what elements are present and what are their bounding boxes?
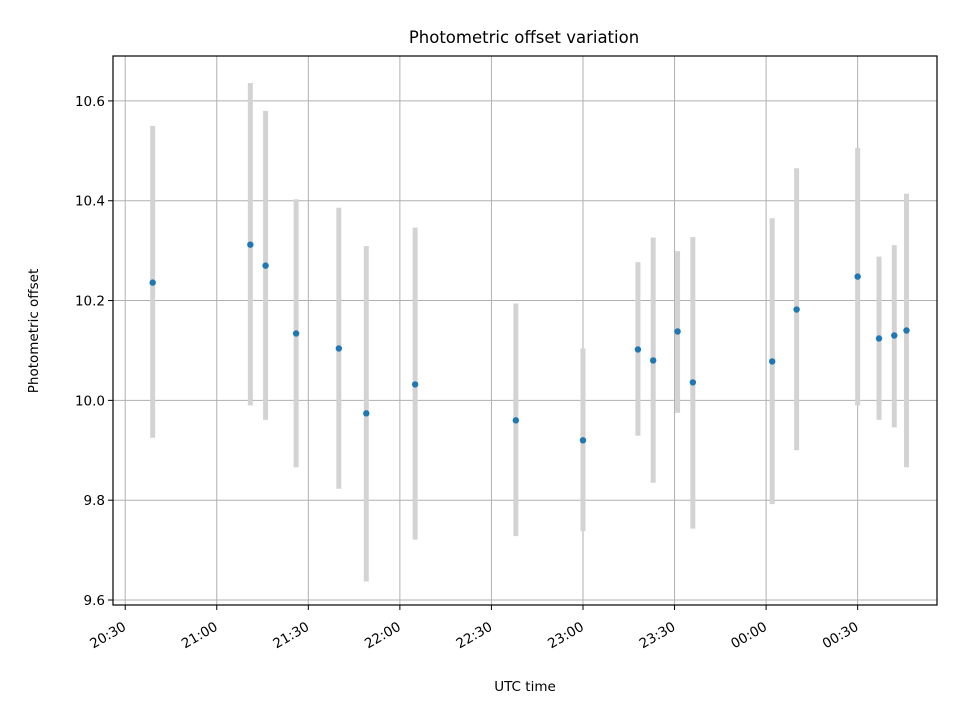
data-point xyxy=(579,437,587,444)
data-point xyxy=(262,262,269,269)
y-tick-label: 9.6 xyxy=(84,593,105,609)
y-tick-label: 10.6 xyxy=(75,94,105,110)
data-point xyxy=(335,345,343,352)
x-axis-label: UTC time xyxy=(494,679,556,695)
y-tick-label: 10.2 xyxy=(75,294,105,310)
data-point xyxy=(512,417,520,424)
data-point xyxy=(674,328,681,335)
data-point xyxy=(769,358,776,365)
data-point xyxy=(903,327,910,334)
plot-frame xyxy=(112,55,938,606)
y-axis-label: Photometric offset xyxy=(26,269,42,393)
chart-title: Photometric offset variation xyxy=(409,28,639,47)
data-point xyxy=(363,410,370,417)
data-point xyxy=(891,332,898,339)
data-point xyxy=(875,335,883,342)
data-point xyxy=(411,381,419,388)
y-tick-label: 10.4 xyxy=(75,194,105,210)
data-point xyxy=(793,306,800,313)
data-point xyxy=(149,279,156,286)
y-tick-label: 9.8 xyxy=(84,493,105,509)
data-point xyxy=(292,330,300,337)
data-point xyxy=(854,273,861,280)
y-axis-ticks: 9.6 9.8 10.0 10.2 10.4 10.6 xyxy=(75,94,113,609)
data-point xyxy=(689,379,697,386)
data-points xyxy=(149,241,910,444)
data-point xyxy=(634,346,642,353)
data-point xyxy=(649,357,657,364)
data-point xyxy=(247,241,254,248)
y-tick-label: 10.0 xyxy=(75,393,105,409)
